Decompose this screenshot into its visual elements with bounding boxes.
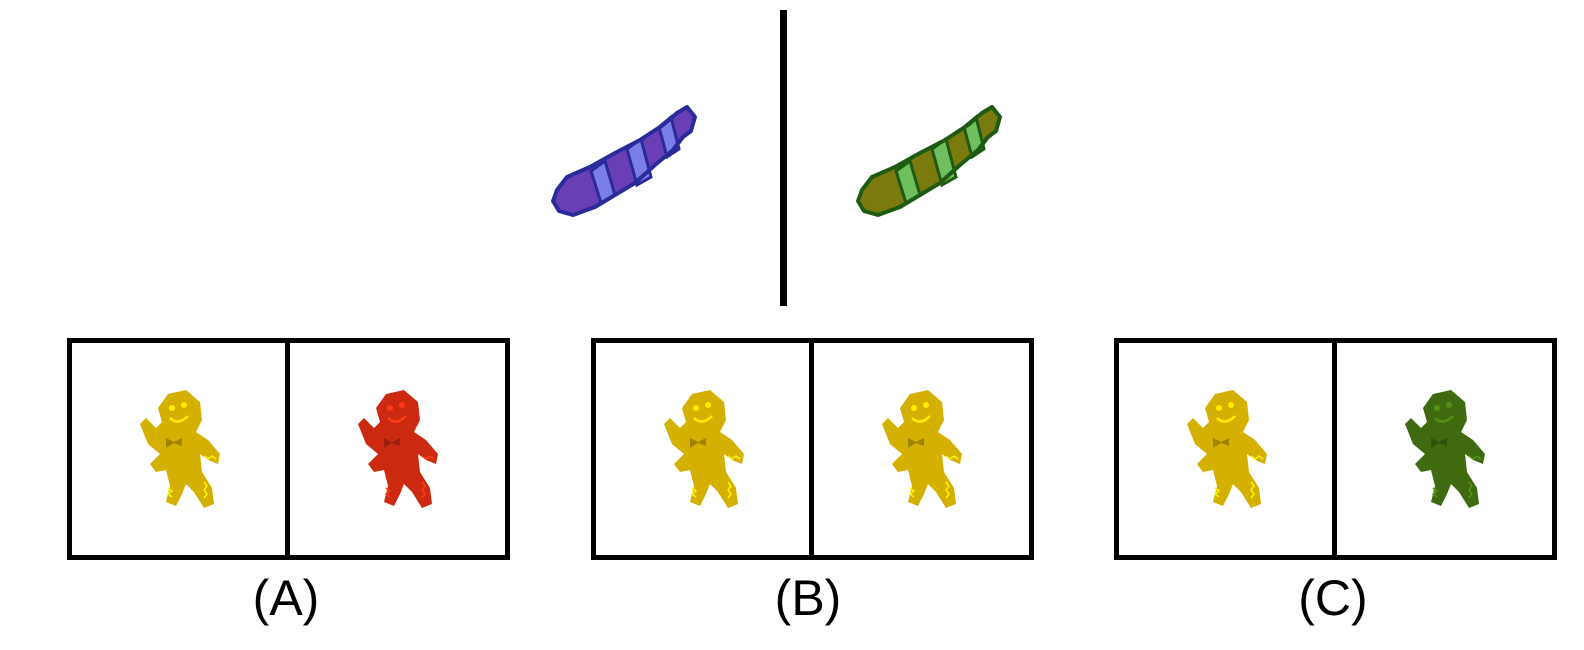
option-a-label: (A) xyxy=(252,570,320,626)
option-a-left-gingerbread-icon xyxy=(140,390,220,508)
option-c-panel[interactable] xyxy=(1114,338,1557,560)
option-c-label: (C) xyxy=(1298,570,1368,626)
option-b-label: (B) xyxy=(774,570,842,626)
example-left-fish xyxy=(551,105,697,217)
option-b-left-cell xyxy=(596,343,809,555)
option-b-left-gingerbread-icon xyxy=(664,390,744,508)
option-c-right-cell xyxy=(1337,343,1550,555)
example-divider xyxy=(780,10,787,306)
option-a-right-gingerbread-icon xyxy=(358,390,438,508)
option-c-divider xyxy=(1332,338,1337,560)
option-a-right-cell xyxy=(290,343,503,555)
option-b-panel[interactable] xyxy=(591,338,1034,560)
example-right-fish-shape xyxy=(856,105,1002,217)
option-c-left-cell xyxy=(1119,343,1332,555)
option-b-divider xyxy=(809,338,814,560)
example-left-fish-shape xyxy=(551,105,697,217)
option-c-left-gingerbread-icon xyxy=(1187,390,1267,508)
option-c-right-gingerbread-icon xyxy=(1405,390,1485,508)
example-right-fish xyxy=(856,105,1002,217)
option-a-left-cell xyxy=(72,343,285,555)
option-b-right-gingerbread-icon xyxy=(882,390,962,508)
option-a-divider xyxy=(285,338,290,560)
option-b-right-cell xyxy=(814,343,1027,555)
option-a-panel[interactable] xyxy=(67,338,510,560)
